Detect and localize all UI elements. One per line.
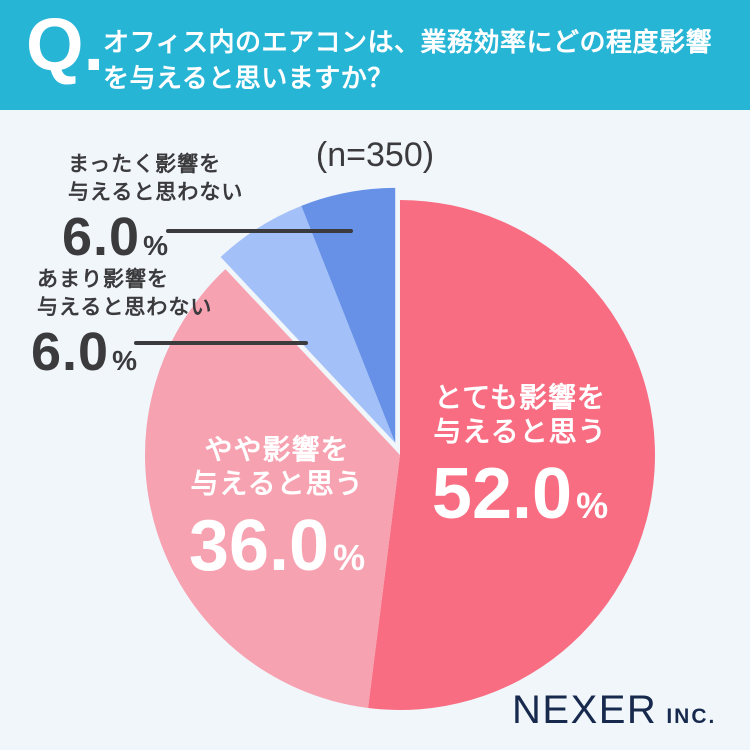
percent-sign: % — [576, 485, 609, 526]
pie-slice-1 — [144, 269, 400, 708]
callout-amari-line-1: あまり影響を — [37, 268, 169, 291]
callout-mattaku: まったく影響を 与えると思わない 6.0 % — [62, 151, 244, 264]
slice-label-yaya-line-1: やや影響を — [204, 434, 350, 465]
slice-label-yaya-value: 36.0 — [188, 506, 330, 586]
slice-label-totemo-line-2: 与えると思う — [433, 416, 607, 447]
question-line-2: を与えると思いますか？ — [103, 63, 394, 93]
callout-amari: あまり影響を 与えると思わない 6.0 % — [31, 266, 213, 379]
leader-line-amari — [134, 341, 308, 345]
nexer-logo-name: NEXER — [512, 688, 658, 732]
question-text: オフィス内のエアコンは、業務効率にどの程度影響 を与えると思いますか？ — [103, 24, 712, 96]
callout-amari-line-2: 与えると思わない — [37, 296, 213, 319]
slice-label-totemo: とても影響を 与えると思う 52.0 % — [395, 381, 645, 530]
percent-sign: % — [333, 537, 366, 578]
slice-label-totemo-value: 52.0 — [431, 454, 573, 534]
pie-slice-3 — [301, 187, 396, 443]
pie-slice-2 — [220, 205, 396, 443]
pie-slice-0 — [368, 200, 655, 710]
slice-label-totemo-percent: 52.0 % — [395, 458, 645, 530]
callout-amari-value: 6.0 — [31, 322, 110, 382]
percent-sign: % — [112, 345, 137, 376]
slice-label-totemo-line-1: とても影響を — [434, 382, 606, 413]
nexer-logo-suffix: INC. — [666, 705, 717, 728]
leader-line-mattaku — [166, 229, 353, 233]
callout-mattaku-percent: 6.0 % — [62, 210, 243, 264]
slice-label-yaya-line-2: 与えると思う — [190, 468, 364, 499]
slice-label-yaya: やや影響を 与えると思う 36.0 % — [152, 433, 402, 582]
callout-mattaku-line-1: まったく影響を — [68, 153, 222, 176]
callout-mattaku-line-2: 与えると思わない — [68, 181, 244, 204]
percent-sign: % — [143, 230, 168, 261]
sample-size-label: (n=350) — [315, 136, 435, 174]
question-header: Q. オフィス内のエアコンは、業務効率にどの程度影響 を与えると思いますか？ — [0, 0, 750, 110]
callout-amari-percent: 6.0 % — [31, 325, 212, 379]
nexer-logo: NEXER INC. — [512, 688, 716, 733]
question-line-1: オフィス内のエアコンは、業務効率にどの程度影響 — [103, 27, 712, 57]
q-mark: Q. — [26, 3, 105, 86]
callout-mattaku-value: 6.0 — [62, 207, 141, 267]
slice-label-yaya-percent: 36.0 % — [152, 510, 402, 582]
